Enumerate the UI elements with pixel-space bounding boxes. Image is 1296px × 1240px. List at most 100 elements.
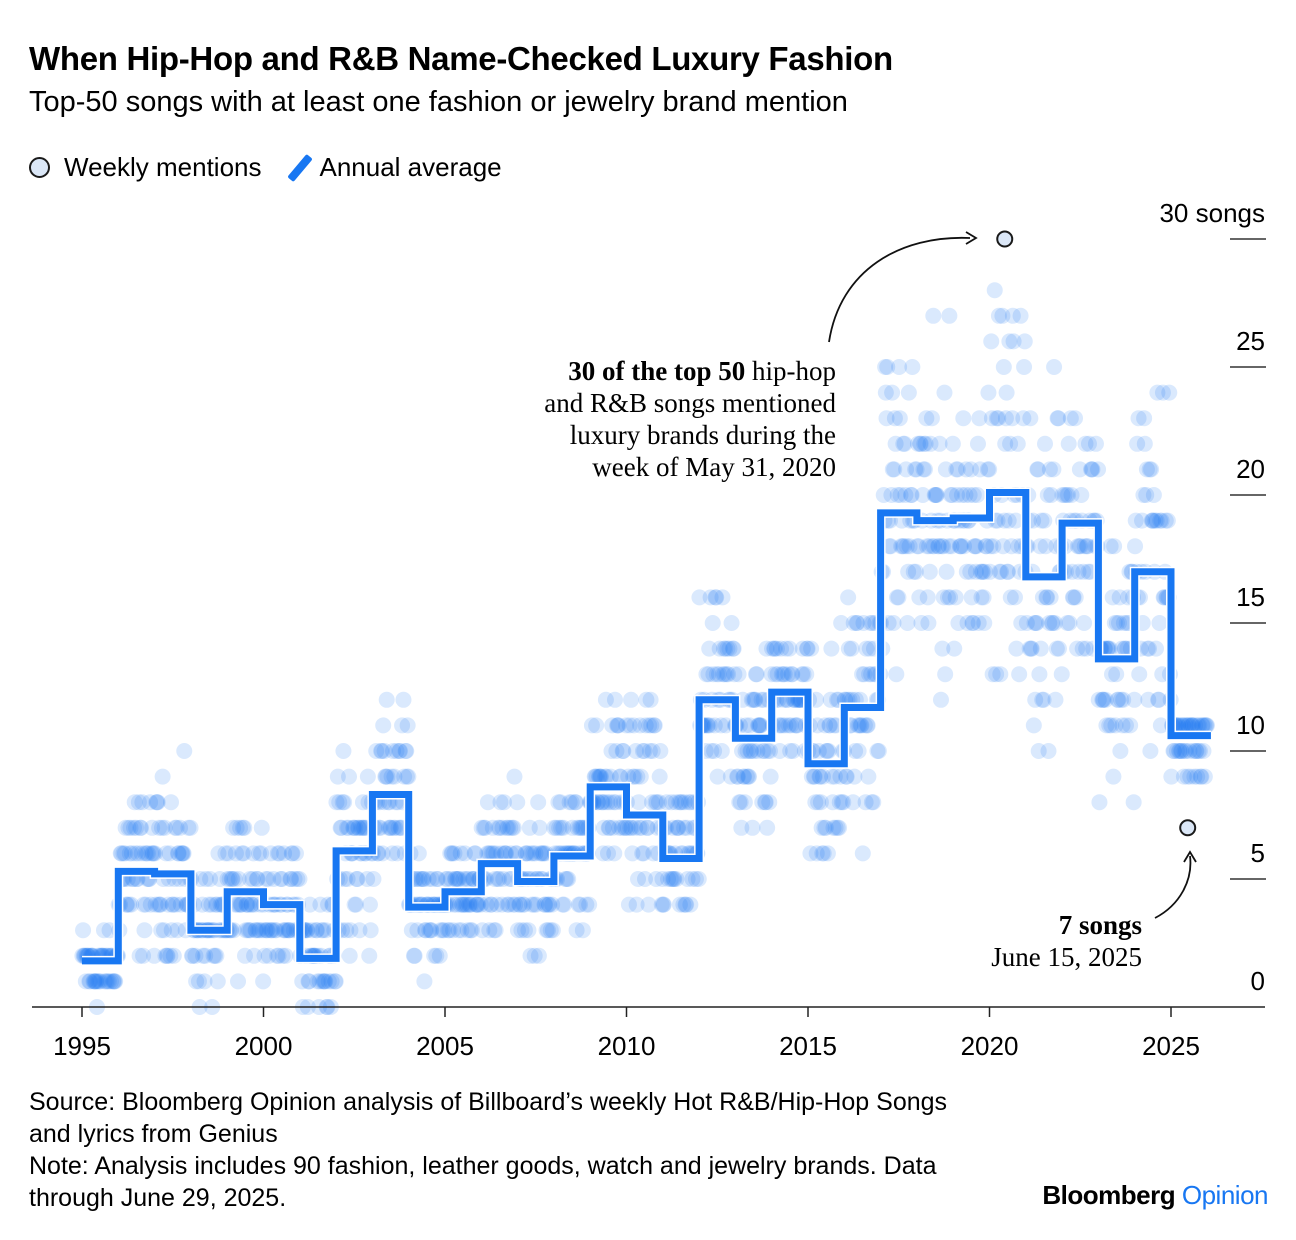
weekly-mention-dot (746, 691, 763, 708)
weekly-mention-dot (759, 819, 776, 836)
weekly-mention-dot (623, 691, 640, 708)
weekly-mention-dot (899, 615, 916, 631)
weekly-mention-dot (123, 896, 140, 913)
weekly-mention-dot (847, 743, 864, 759)
weekly-mention-dot (250, 845, 267, 862)
weekly-mention-dot (625, 717, 642, 734)
weekly-mention-dot (243, 896, 260, 913)
weekly-mention-dot (207, 896, 224, 913)
weekly-mention-dot (843, 640, 860, 657)
weekly-mention-dot (491, 819, 508, 836)
weekly-mention-dot (349, 871, 366, 887)
weekly-mention-dot (313, 922, 330, 939)
weekly-mention-dot (554, 896, 571, 913)
weekly-mention-dot (523, 845, 540, 862)
weekly-mention-dot (1035, 691, 1052, 708)
weekly-mention-dot (742, 743, 759, 759)
weekly-mention-dot (387, 819, 404, 836)
weekly-mention-dot (447, 871, 464, 887)
weekly-mention-dot (209, 896, 226, 913)
weekly-mention-dot (925, 307, 942, 324)
weekly-mention-dot (1136, 410, 1153, 427)
weekly-mention-dot (180, 819, 197, 836)
weekly-mention-dot (351, 922, 368, 939)
weekly-mention-dot (701, 717, 718, 734)
weekly-mention-dot (858, 717, 875, 734)
weekly-mention-dot (1061, 615, 1078, 631)
weekly-mention-dot (802, 845, 819, 862)
weekly-mention-dot (378, 768, 395, 785)
weekly-mention-dot (984, 666, 1001, 683)
latest-annotation-bold: 7 songs (1059, 910, 1142, 940)
weekly-mention-dot (915, 461, 932, 478)
weekly-mention-dot (924, 538, 941, 555)
weekly-mention-dot (645, 845, 662, 862)
weekly-mention-dot (488, 845, 505, 862)
weekly-mention-dot (463, 896, 480, 913)
weekly-mention-dot (347, 819, 364, 836)
weekly-mention-dot (441, 922, 458, 939)
weekly-mention-dot (1159, 512, 1176, 529)
weekly-mention-dot (1060, 487, 1077, 503)
weekly-mention-dot (1168, 743, 1185, 759)
weekly-mention-dot (630, 871, 647, 887)
weekly-mention-dot (817, 819, 834, 836)
weekly-mention-dot (741, 717, 758, 734)
weekly-mention-dot (761, 743, 778, 759)
weekly-mention-dot (1003, 538, 1020, 555)
weekly-mention-dot (975, 589, 992, 606)
weekly-mention-dot (908, 461, 925, 478)
weekly-mention-dot (860, 768, 877, 785)
weekly-mention-dot (480, 845, 497, 862)
weekly-mention-dot (455, 871, 472, 887)
weekly-mention-dot (976, 563, 993, 580)
weekly-mention-dot (315, 973, 332, 990)
weekly-mention-dot (898, 538, 915, 555)
weekly-mention-dot (1036, 435, 1053, 452)
weekly-mention-dot (342, 922, 359, 939)
weekly-mention-dot (506, 768, 523, 785)
weekly-mention-dot (1037, 538, 1054, 555)
weekly-mention-dot (1054, 487, 1071, 503)
weekly-mention-dot (829, 819, 846, 836)
weekly-mention-dot (116, 845, 133, 862)
weekly-mention-dot (132, 819, 149, 836)
weekly-mention-dot (165, 947, 182, 964)
weekly-mention-dot (255, 973, 272, 990)
weekly-mention-dot (1065, 589, 1082, 606)
weekly-mention-dot (857, 794, 874, 811)
weekly-mention-dot (147, 896, 164, 913)
weekly-mention-dot (706, 743, 723, 759)
weekly-mention-dot (86, 973, 103, 990)
weekly-mention-dot (741, 768, 758, 785)
weekly-mention-dot (1067, 410, 1084, 427)
weekly-mention-dot (280, 922, 297, 939)
weekly-mention-dot (484, 845, 501, 862)
weekly-mention-dot (472, 896, 489, 913)
weekly-mention-dot (556, 896, 573, 913)
weekly-mention-dot (990, 410, 1007, 427)
weekly-mention-dot (423, 922, 440, 939)
weekly-mention-dot (1071, 461, 1088, 478)
weekly-mention-dot (1166, 743, 1183, 759)
weekly-mention-dot (637, 717, 654, 734)
weekly-mention-dot (137, 896, 154, 913)
weekly-mention-dot (784, 743, 801, 759)
weekly-mention-dot (281, 922, 298, 939)
peak-arrow-head (965, 231, 978, 245)
weekly-mention-dot (1059, 615, 1076, 631)
weekly-mention-dot (572, 819, 589, 836)
weekly-mention-dot (422, 922, 439, 939)
weekly-mention-dot (1101, 640, 1118, 657)
legend: Weekly mentions Annual average (29, 152, 530, 183)
weekly-mention-dot (588, 717, 605, 734)
weekly-mention-dot (508, 845, 525, 862)
weekly-mention-dot (1034, 691, 1051, 708)
weekly-mention-dot (183, 947, 200, 964)
weekly-mention-dot (773, 640, 790, 657)
weekly-mention-dot (87, 973, 104, 990)
weekly-mention-dot (586, 768, 603, 785)
weekly-mention-dot (717, 640, 734, 657)
weekly-mention-dot (826, 717, 843, 734)
weekly-mention-dot (540, 896, 557, 913)
